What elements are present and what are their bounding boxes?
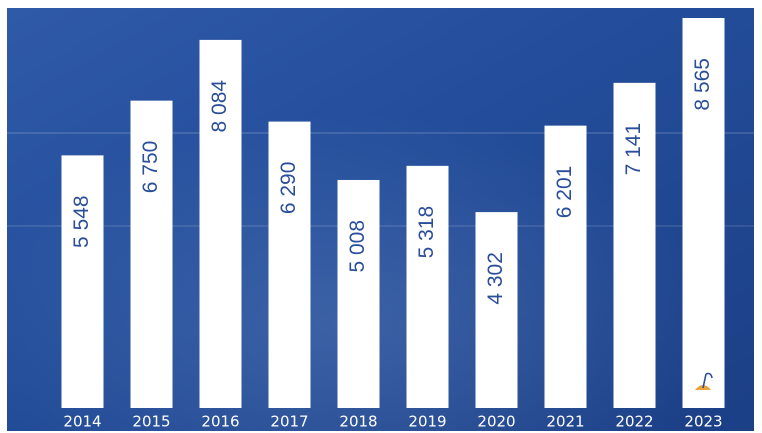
plot: 5 548 2014 6 750 2015 8 084 2016 6 290 2017 5 00…	[61, 18, 725, 431]
bar	[130, 100, 173, 409]
bar	[61, 155, 104, 408]
x-tick-label: 2021	[546, 413, 584, 431]
bar	[682, 18, 725, 408]
x-tick-label: 2020	[477, 413, 515, 431]
value-label: 6 290	[277, 162, 300, 215]
x-tick-label: 2023	[684, 413, 722, 431]
x-tick-label: 2014	[63, 413, 101, 431]
x-tick-label: 2018	[339, 413, 377, 431]
bar	[544, 125, 587, 408]
value-label: 8 565	[691, 58, 714, 111]
value-label: 6 201	[553, 166, 576, 219]
value-label: 5 008	[346, 220, 369, 273]
bar	[199, 39, 242, 409]
value-label: 7 141	[622, 123, 645, 176]
value-label: 4 302	[484, 252, 507, 305]
value-label: 6 750	[139, 141, 162, 194]
x-tick-label: 2017	[270, 413, 308, 431]
x-tick-label: 2019	[408, 413, 446, 431]
bar	[475, 212, 518, 408]
x-tick-label: 2022	[615, 413, 653, 431]
value-label: 8 084	[208, 80, 231, 133]
bar	[268, 121, 311, 408]
x-tick-label: 2015	[132, 413, 170, 431]
value-label: 5 318	[415, 206, 438, 259]
bar	[406, 165, 449, 408]
logo-icon	[695, 372, 713, 390]
bar	[337, 179, 380, 408]
bar	[613, 82, 656, 408]
x-tick-label: 2016	[201, 413, 239, 431]
value-label: 5 548	[70, 195, 93, 248]
